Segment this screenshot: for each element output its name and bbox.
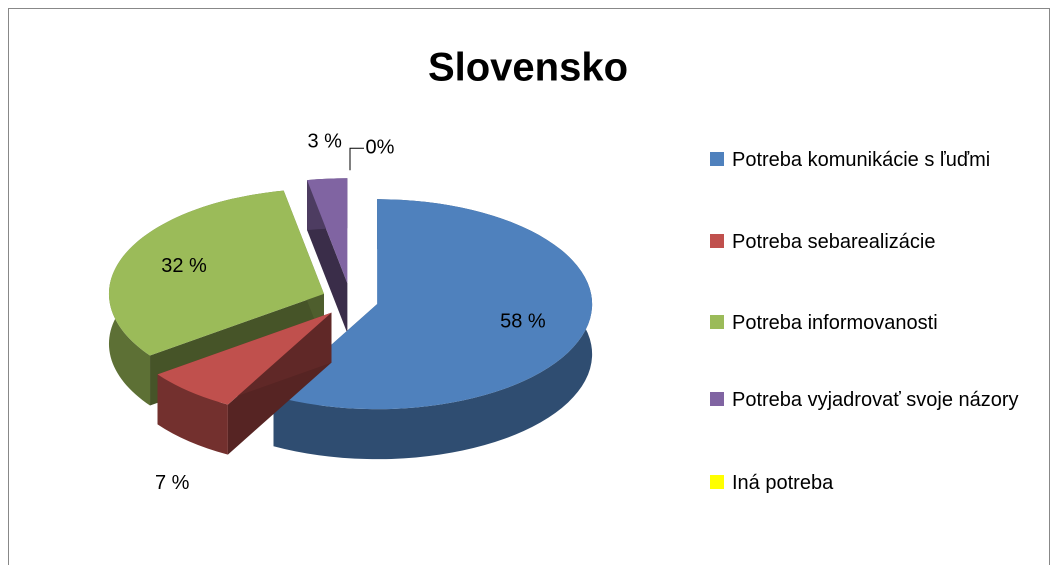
legend-item: Potreba vyjadrovať svoje názory bbox=[710, 387, 1030, 413]
legend-label: Potreba sebarealizácie bbox=[732, 231, 936, 253]
slice-side bbox=[157, 374, 228, 455]
pie-slice bbox=[157, 312, 332, 455]
legend-swatch bbox=[710, 475, 724, 489]
slice-top bbox=[157, 312, 332, 405]
legend-swatch bbox=[710, 392, 724, 406]
slice-top bbox=[273, 199, 593, 410]
data-label: 7 % bbox=[155, 472, 190, 494]
legend-label: Potreba komunikácie s ľuďmi bbox=[732, 149, 991, 171]
data-label: 32 % bbox=[161, 255, 207, 277]
data-label: 0% bbox=[366, 136, 395, 158]
data-label: 3 % bbox=[307, 130, 342, 152]
legend-label: Potreba vyjadrovať svoje názory bbox=[732, 389, 1019, 411]
slice-top bbox=[108, 190, 324, 356]
pie-slice bbox=[273, 199, 593, 460]
legend-item: Potreba informovanosti bbox=[710, 310, 1030, 336]
pie-slice bbox=[307, 178, 348, 334]
legend-swatch bbox=[710, 234, 724, 248]
slice-top bbox=[307, 178, 348, 284]
leader-line bbox=[349, 147, 364, 171]
chart-title: Slovensko bbox=[428, 46, 628, 90]
legend-swatch bbox=[710, 315, 724, 329]
legend-swatch bbox=[710, 152, 724, 166]
legend-item: Iná potreba bbox=[710, 470, 1030, 496]
legend-item: Potreba sebarealizácie bbox=[710, 229, 1030, 255]
legend-label: Iná potreba bbox=[732, 472, 834, 494]
legend-item: Potreba komunikácie s ľuďmi bbox=[710, 147, 1030, 173]
legend-label: Potreba informovanosti bbox=[732, 312, 938, 334]
data-label: 58 % bbox=[500, 311, 546, 333]
